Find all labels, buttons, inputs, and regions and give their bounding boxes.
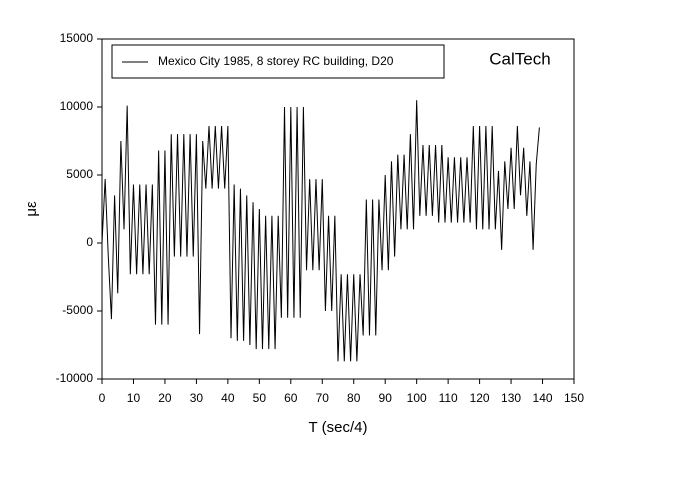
y-tick-label: 5000 [66,167,93,181]
x-tick-label: 60 [284,391,298,405]
x-tick-label: 50 [253,391,267,405]
x-tick-label: 150 [564,391,584,405]
y-tick-label: 15000 [60,31,94,45]
x-tick-label: 70 [316,391,330,405]
x-tick-label: 0 [99,391,106,405]
y-axis-label: με [23,201,40,217]
annotation: CalTech [489,49,550,68]
x-tick-label: 40 [221,391,235,405]
legend-label: Mexico City 1985, 8 storey RC building, … [158,54,394,68]
x-tick-label: 140 [533,391,553,405]
x-tick-label: 10 [127,391,141,405]
x-tick-label: 130 [501,391,521,405]
legend-box [111,44,445,79]
x-tick-label: 100 [407,391,427,405]
y-tick-label: -5000 [62,303,93,317]
x-tick-label: 30 [190,391,204,405]
data-line [101,100,540,362]
y-tick-label: 10000 [60,99,94,113]
y-tick-label: -10000 [56,371,94,385]
y-tick-label: 0 [86,235,93,249]
x-tick-label: 80 [347,391,361,405]
x-tick-label: 110 [439,391,458,405]
x-axis-label: T (sec/4) [309,419,368,436]
plot-frame [101,38,575,380]
x-tick-label: 120 [470,391,490,405]
x-tick-label: 20 [158,391,172,405]
x-tick-label: 90 [379,391,393,405]
